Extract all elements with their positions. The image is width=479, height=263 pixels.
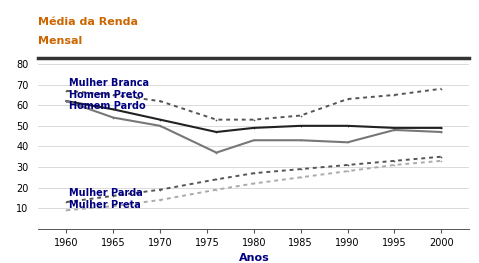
X-axis label: Anos: Anos <box>239 253 269 263</box>
Text: Média da Renda: Média da Renda <box>38 17 138 27</box>
Text: Homem Preto: Homem Preto <box>69 90 144 100</box>
Text: Homem Pardo: Homem Pardo <box>69 101 146 111</box>
Text: Mulher Preta: Mulher Preta <box>69 200 141 210</box>
Text: Mensal: Mensal <box>38 36 82 46</box>
Text: Mulher Branca: Mulher Branca <box>69 78 149 88</box>
Text: Mulher Parda: Mulher Parda <box>69 188 143 198</box>
